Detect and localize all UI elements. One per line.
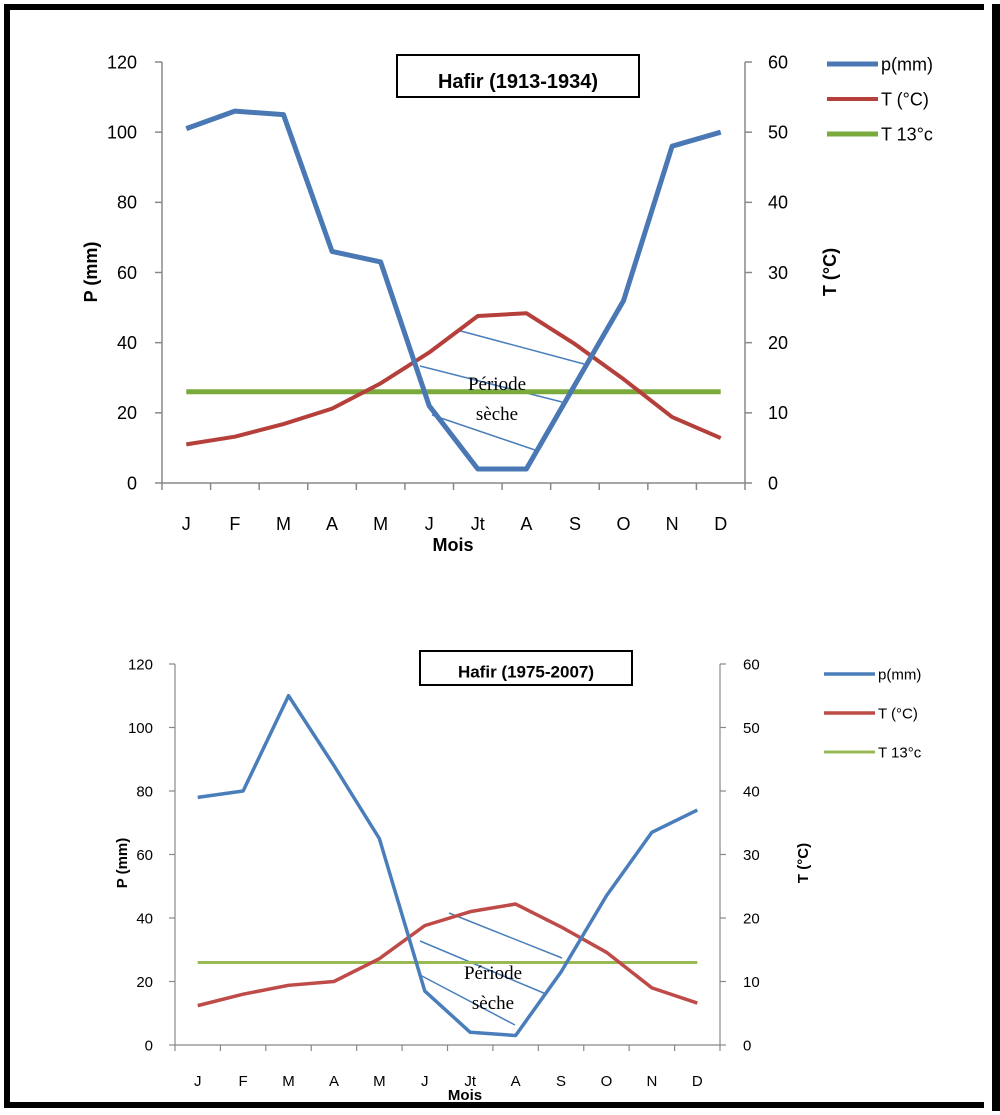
- legend-label: T (°C): [881, 89, 929, 109]
- legend-label: p(mm): [881, 54, 933, 74]
- x-tick-label: J: [194, 1073, 202, 1090]
- right-tick-label: 60: [768, 52, 788, 72]
- x-tick-label: Jt: [464, 1073, 477, 1090]
- left-tick-label: 0: [145, 1037, 153, 1054]
- x-tick-label: S: [556, 1073, 566, 1090]
- dry-period-hatch-line: [419, 365, 563, 403]
- series-line-precipitation: [185, 108, 722, 472]
- x-tick-label: S: [569, 514, 581, 534]
- x-axis-title: Mois: [432, 535, 473, 555]
- left-tick-label: 40: [136, 910, 153, 927]
- x-tick-label: D: [714, 514, 727, 534]
- x-tick-label: A: [329, 1073, 339, 1090]
- left-tick-label: 120: [107, 52, 137, 72]
- x-tick-label: N: [666, 514, 679, 534]
- left-tick-label: 100: [107, 122, 137, 142]
- right-tick-label: 40: [768, 193, 788, 213]
- x-tick-label: Jt: [471, 514, 485, 534]
- chart-hafir-1975-2007: 0 20 40 60 80 100 120 0 10 20 30 40 50 60 J F M A M J Jt A S O N…: [114, 650, 922, 1104]
- x-tick-label: J: [421, 1073, 429, 1090]
- chart-title-box: [419, 650, 633, 686]
- chart-hafir-1913-1934: 0 20 40 60 80 100 120 0 10 20 30 40 50 60 J F M A M J Jt A S O N…: [81, 52, 933, 555]
- x-tick-label: F: [229, 514, 240, 534]
- y2-axis-title: T (°C): [820, 248, 840, 296]
- x-tick-label: J: [425, 514, 434, 534]
- left-tick-label: 100: [128, 720, 153, 737]
- series-line-precipitation: [197, 694, 699, 1038]
- right-tick-label: 10: [743, 974, 760, 991]
- x-tick-label: F: [239, 1073, 248, 1090]
- chart-title: Hafir (1913-1934): [438, 71, 598, 93]
- x-tick-label: N: [646, 1073, 657, 1090]
- y-axis-title: P (mm): [114, 838, 131, 889]
- chart-title: Hafir (1975-2007): [458, 662, 594, 681]
- dry-period-label-line2: sèche: [472, 993, 514, 1014]
- legend-label: T 13°c: [878, 744, 922, 761]
- x-axis-title: Mois: [448, 1087, 482, 1104]
- left-tick-label: 0: [127, 473, 137, 493]
- left-tick-label: 80: [117, 193, 137, 213]
- right-tick-label: 0: [768, 473, 778, 493]
- x-tick-label: M: [373, 514, 388, 534]
- x-tick-label: D: [692, 1073, 703, 1090]
- right-tick-label: 0: [743, 1037, 751, 1054]
- right-tick-label: 50: [768, 122, 788, 142]
- left-tick-label: 80: [136, 783, 153, 800]
- left-tick-label: 20: [136, 974, 153, 991]
- y-axis-title: P (mm): [81, 242, 101, 303]
- left-tick-label: 60: [117, 263, 137, 283]
- dry-period-hatch-line: [448, 912, 563, 959]
- right-tick-label: 20: [768, 333, 788, 353]
- left-tick-label: 120: [128, 656, 153, 673]
- legend-label: p(mm): [878, 666, 921, 683]
- x-tick-label: J: [182, 514, 191, 534]
- series-line-temperature: [185, 311, 722, 447]
- x-tick-label: M: [282, 1073, 295, 1090]
- right-tick-label: 30: [743, 847, 760, 864]
- dry-period-hatch-line: [431, 414, 536, 451]
- x-tick-label: M: [373, 1073, 386, 1090]
- dry-period-label-line1: Période: [464, 963, 522, 984]
- x-tick-label: A: [326, 514, 338, 534]
- right-tick-label: 60: [743, 656, 760, 673]
- dry-period-label-line2: sèche: [476, 404, 518, 425]
- dry-period-hatch-line: [419, 940, 547, 995]
- right-tick-label: 40: [743, 783, 760, 800]
- right-tick-label: 50: [743, 720, 760, 737]
- dry-period-label-line1: Période: [468, 374, 526, 395]
- legend-label: T (°C): [878, 705, 918, 722]
- x-tick-label: A: [511, 1073, 521, 1090]
- chart-title-box: [396, 54, 640, 98]
- figure-frame-right-edge: [992, 4, 1000, 1111]
- x-tick-label: O: [601, 1073, 613, 1090]
- dry-period-hatch-line: [419, 974, 516, 1026]
- legend-label: T 13°c: [881, 124, 933, 144]
- right-tick-label: 20: [743, 910, 760, 927]
- x-tick-label: O: [617, 514, 631, 534]
- left-tick-label: 20: [117, 403, 137, 423]
- x-tick-label: M: [276, 514, 291, 534]
- right-tick-label: 10: [768, 403, 788, 423]
- dry-period-hatch-line: [456, 329, 585, 365]
- right-tick-label: 30: [768, 263, 788, 283]
- left-tick-label: 40: [117, 333, 137, 353]
- left-tick-label: 60: [136, 847, 153, 864]
- y2-axis-title: T (°C): [795, 843, 812, 883]
- figure-frame: [4, 4, 984, 1108]
- x-tick-label: A: [520, 514, 532, 534]
- series-line-temperature: [197, 902, 698, 1008]
